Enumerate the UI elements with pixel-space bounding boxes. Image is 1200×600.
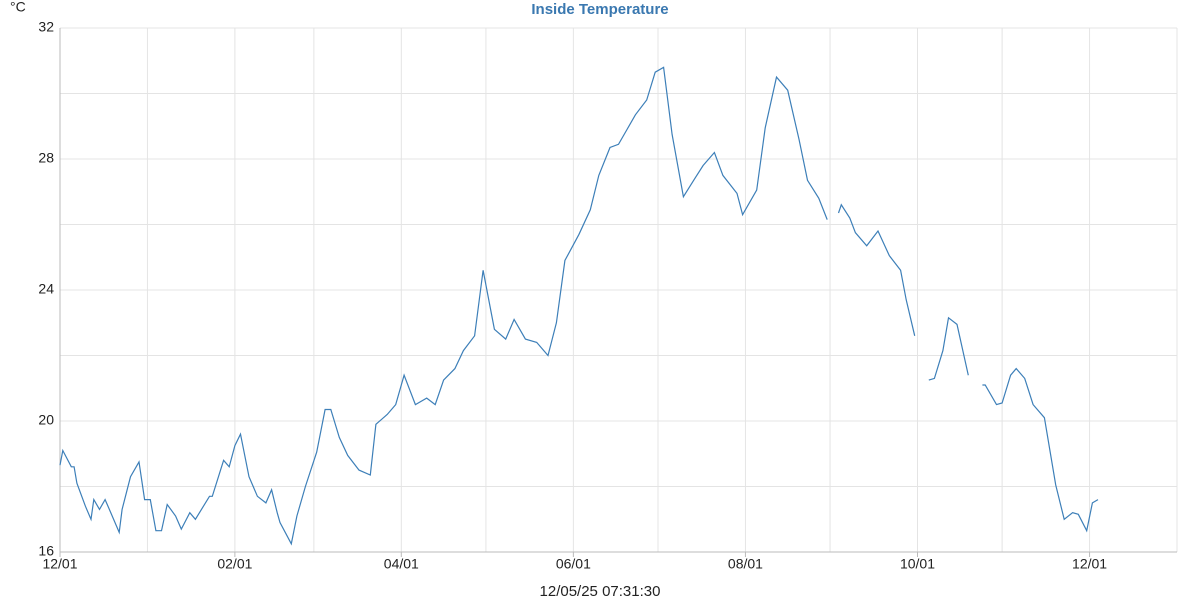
y-tick-label: 32 xyxy=(38,19,54,35)
y-tick-label: 28 xyxy=(38,150,54,166)
chart-title: Inside Temperature xyxy=(531,1,668,18)
x-tick-label: 10/01 xyxy=(900,556,935,572)
x-tick-label: 08/01 xyxy=(728,556,763,572)
x-tick-label: 12/01 xyxy=(42,556,77,572)
x-tick-label: 02/01 xyxy=(217,556,252,572)
data-line xyxy=(59,66,1099,546)
y-tick-label: 24 xyxy=(38,281,54,297)
timestamp: 12/05/25 07:31:30 xyxy=(540,583,661,600)
y-tick-label: 20 xyxy=(38,412,54,428)
y-tick-label: 16 xyxy=(38,543,54,559)
y-axis-label: °C xyxy=(10,0,26,15)
x-tick-label: 12/01 xyxy=(1072,556,1107,572)
x-tick-label: 06/01 xyxy=(556,556,591,572)
x-tick-label: 04/01 xyxy=(384,556,419,572)
